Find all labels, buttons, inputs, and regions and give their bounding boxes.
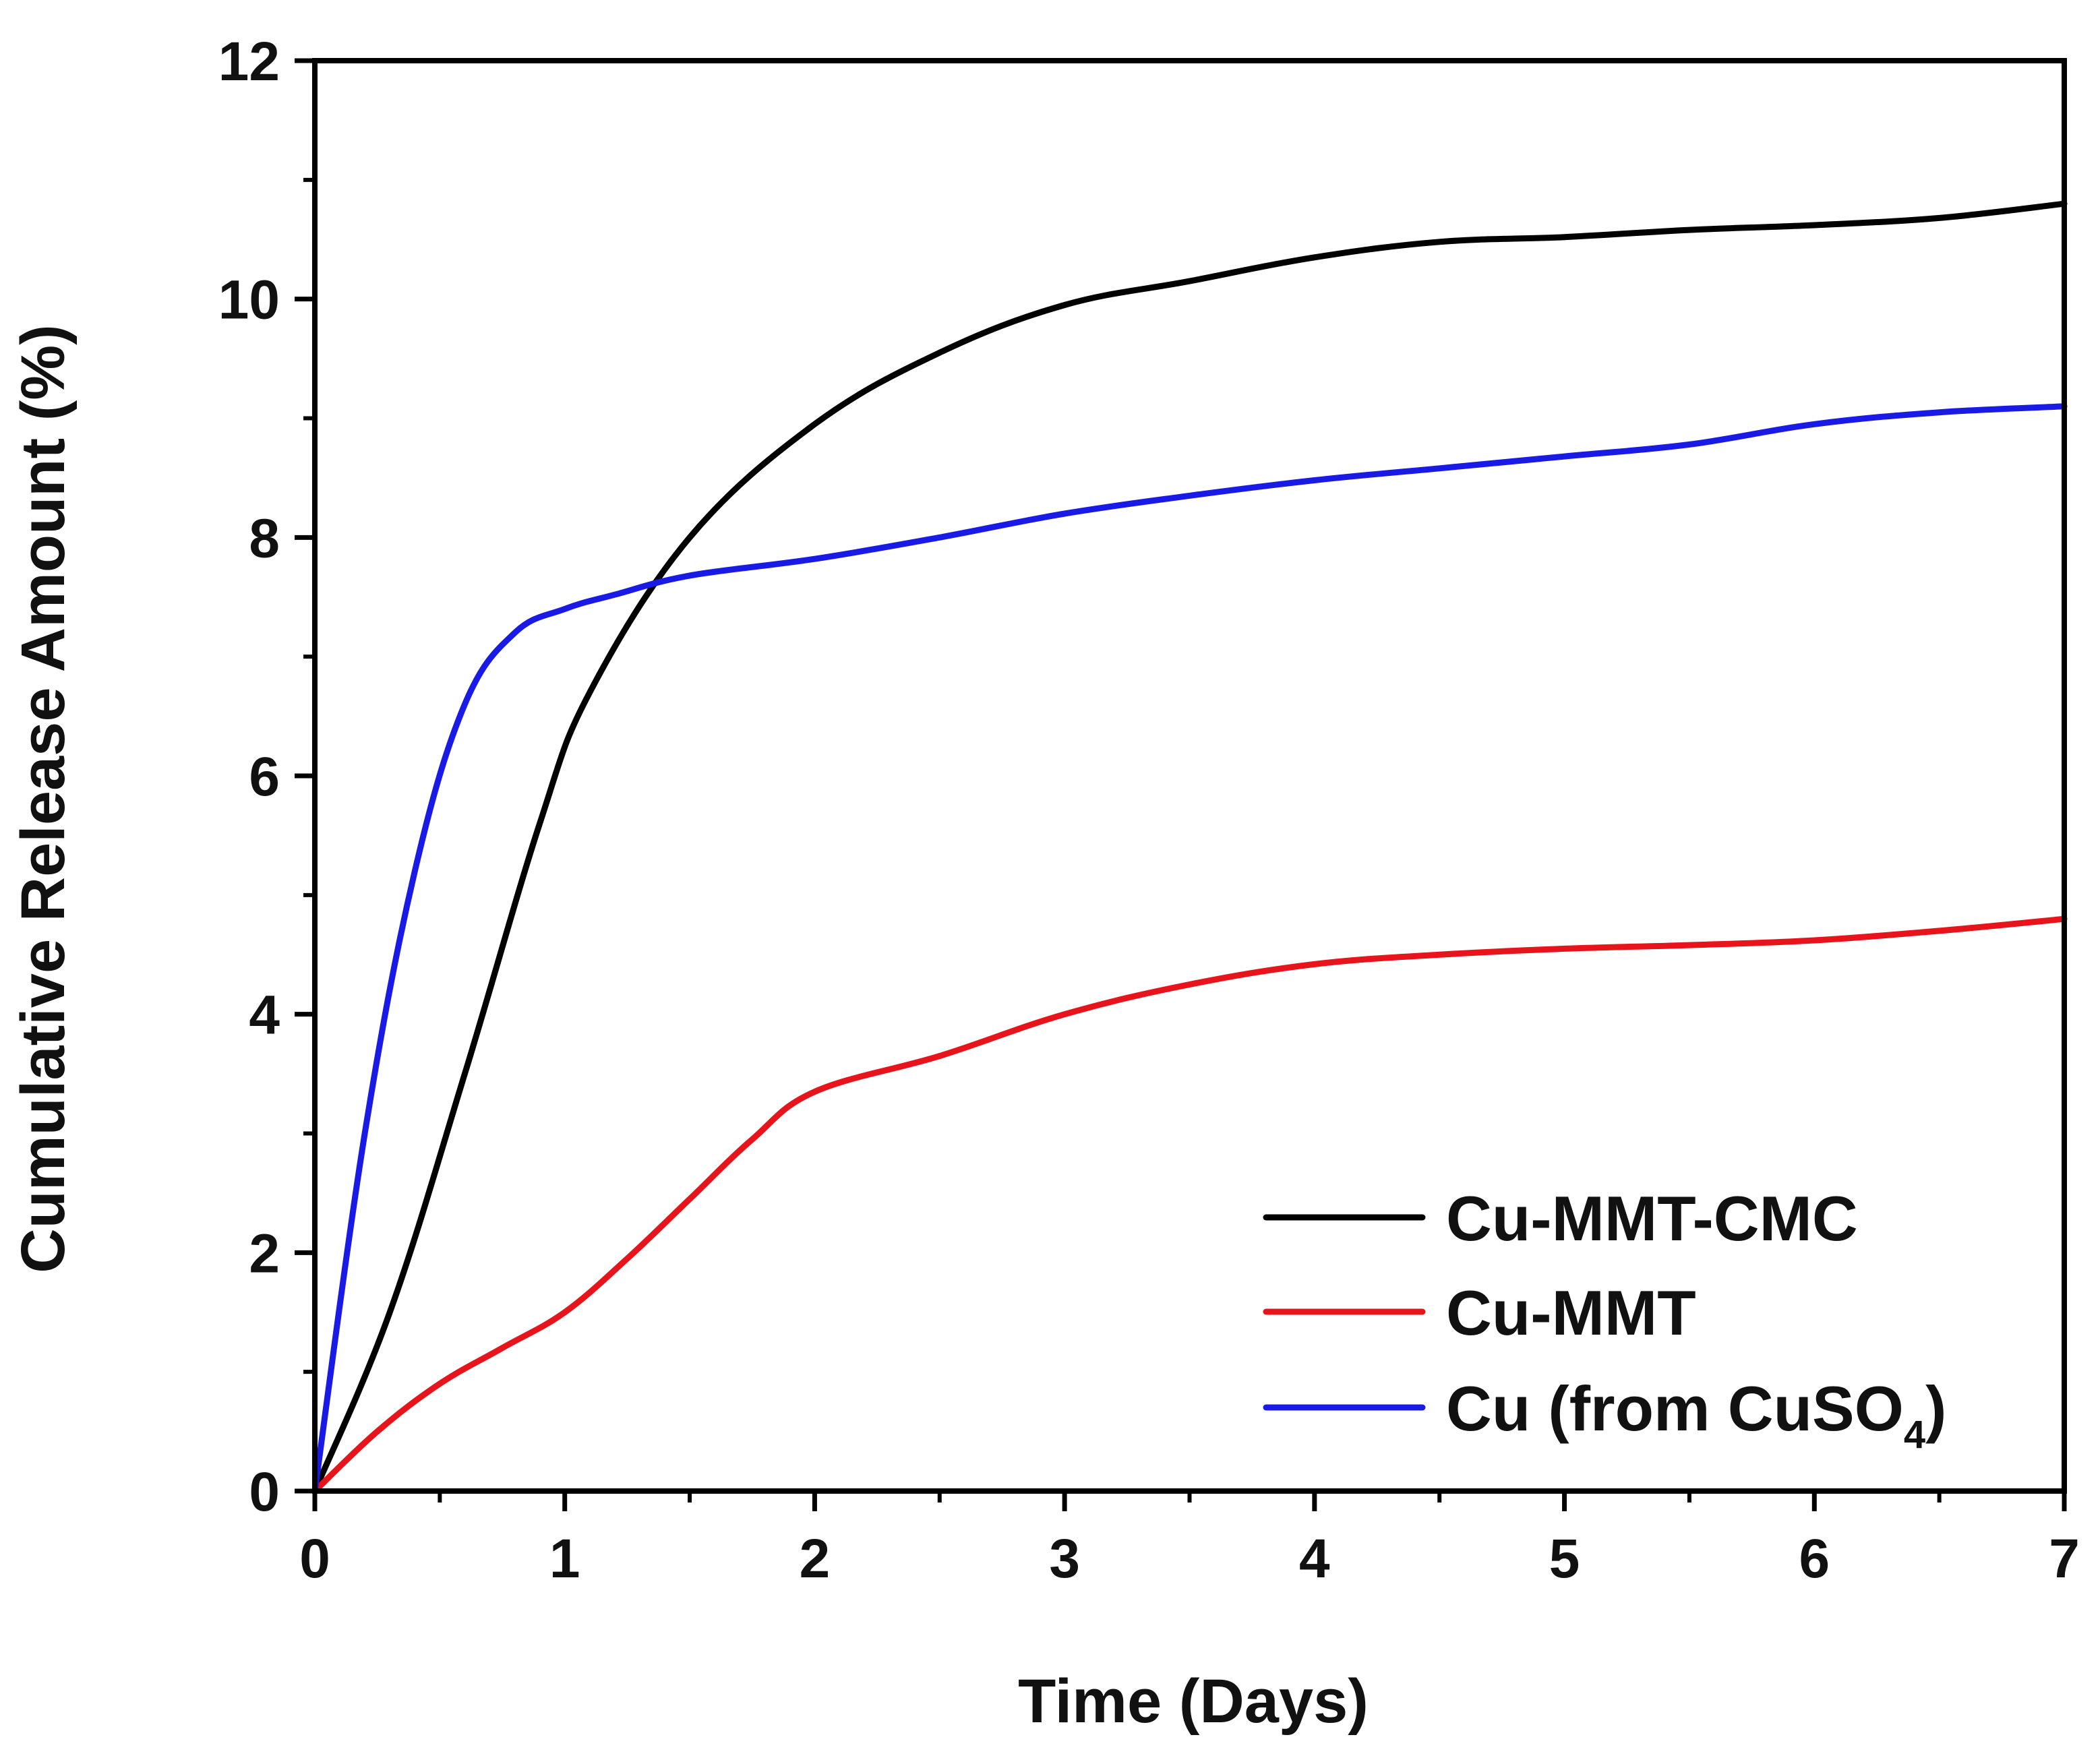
x-tick-label: 5 bbox=[1549, 1528, 1580, 1589]
series-line-2 bbox=[311, 915, 2068, 1494]
y-tick-label: 8 bbox=[249, 508, 280, 569]
legend-label-1: Cu-MMT-CMC bbox=[1446, 1183, 1858, 1254]
legend-label-main: Cu-MMT-CMC bbox=[1446, 1183, 1858, 1254]
series-line-1 bbox=[311, 200, 2068, 1494]
legend-label-2: Cu-MMT bbox=[1446, 1277, 1696, 1348]
y-axis-title: Cumulative Release Amount (%) bbox=[9, 324, 78, 1273]
legend: Cu-MMT-CMC Cu-MMT Cu (from CuSO4) bbox=[1263, 1183, 1946, 1457]
x-tick-label: 6 bbox=[1799, 1528, 1830, 1589]
x-tick-label: 7 bbox=[2049, 1528, 2080, 1589]
y-tick-label: 6 bbox=[249, 746, 280, 808]
y-tick-label: 2 bbox=[249, 1223, 280, 1284]
series-line-3 bbox=[311, 403, 2068, 1494]
x-tick-label: 2 bbox=[800, 1528, 831, 1589]
legend-label-main: Cu (from CuSO bbox=[1446, 1373, 1904, 1444]
y-axis-title-group: Cumulative Release Amount (%) bbox=[9, 324, 78, 1273]
x-tick-label: 3 bbox=[1049, 1528, 1080, 1589]
x-tick-label: 1 bbox=[549, 1528, 580, 1589]
axes-layer bbox=[312, 58, 2067, 1494]
y-tick-label: 4 bbox=[249, 985, 280, 1046]
y-tick-label: 10 bbox=[218, 270, 280, 331]
legend-label-subscript: 4 bbox=[1904, 1413, 1925, 1457]
y-tick-label: 12 bbox=[218, 31, 280, 92]
y-tick-label: 0 bbox=[249, 1461, 280, 1523]
legend-label-main: Cu-MMT bbox=[1446, 1277, 1696, 1348]
x-axis-title: Time (Days) bbox=[1018, 1667, 1369, 1736]
x-tick-label: 4 bbox=[1299, 1528, 1330, 1589]
series-layer bbox=[311, 200, 2068, 1494]
x-tick-label: 0 bbox=[299, 1528, 330, 1589]
legend-label-tail: ) bbox=[1925, 1373, 1946, 1444]
legend-label-3: Cu (from CuSO4) bbox=[1446, 1373, 1946, 1457]
